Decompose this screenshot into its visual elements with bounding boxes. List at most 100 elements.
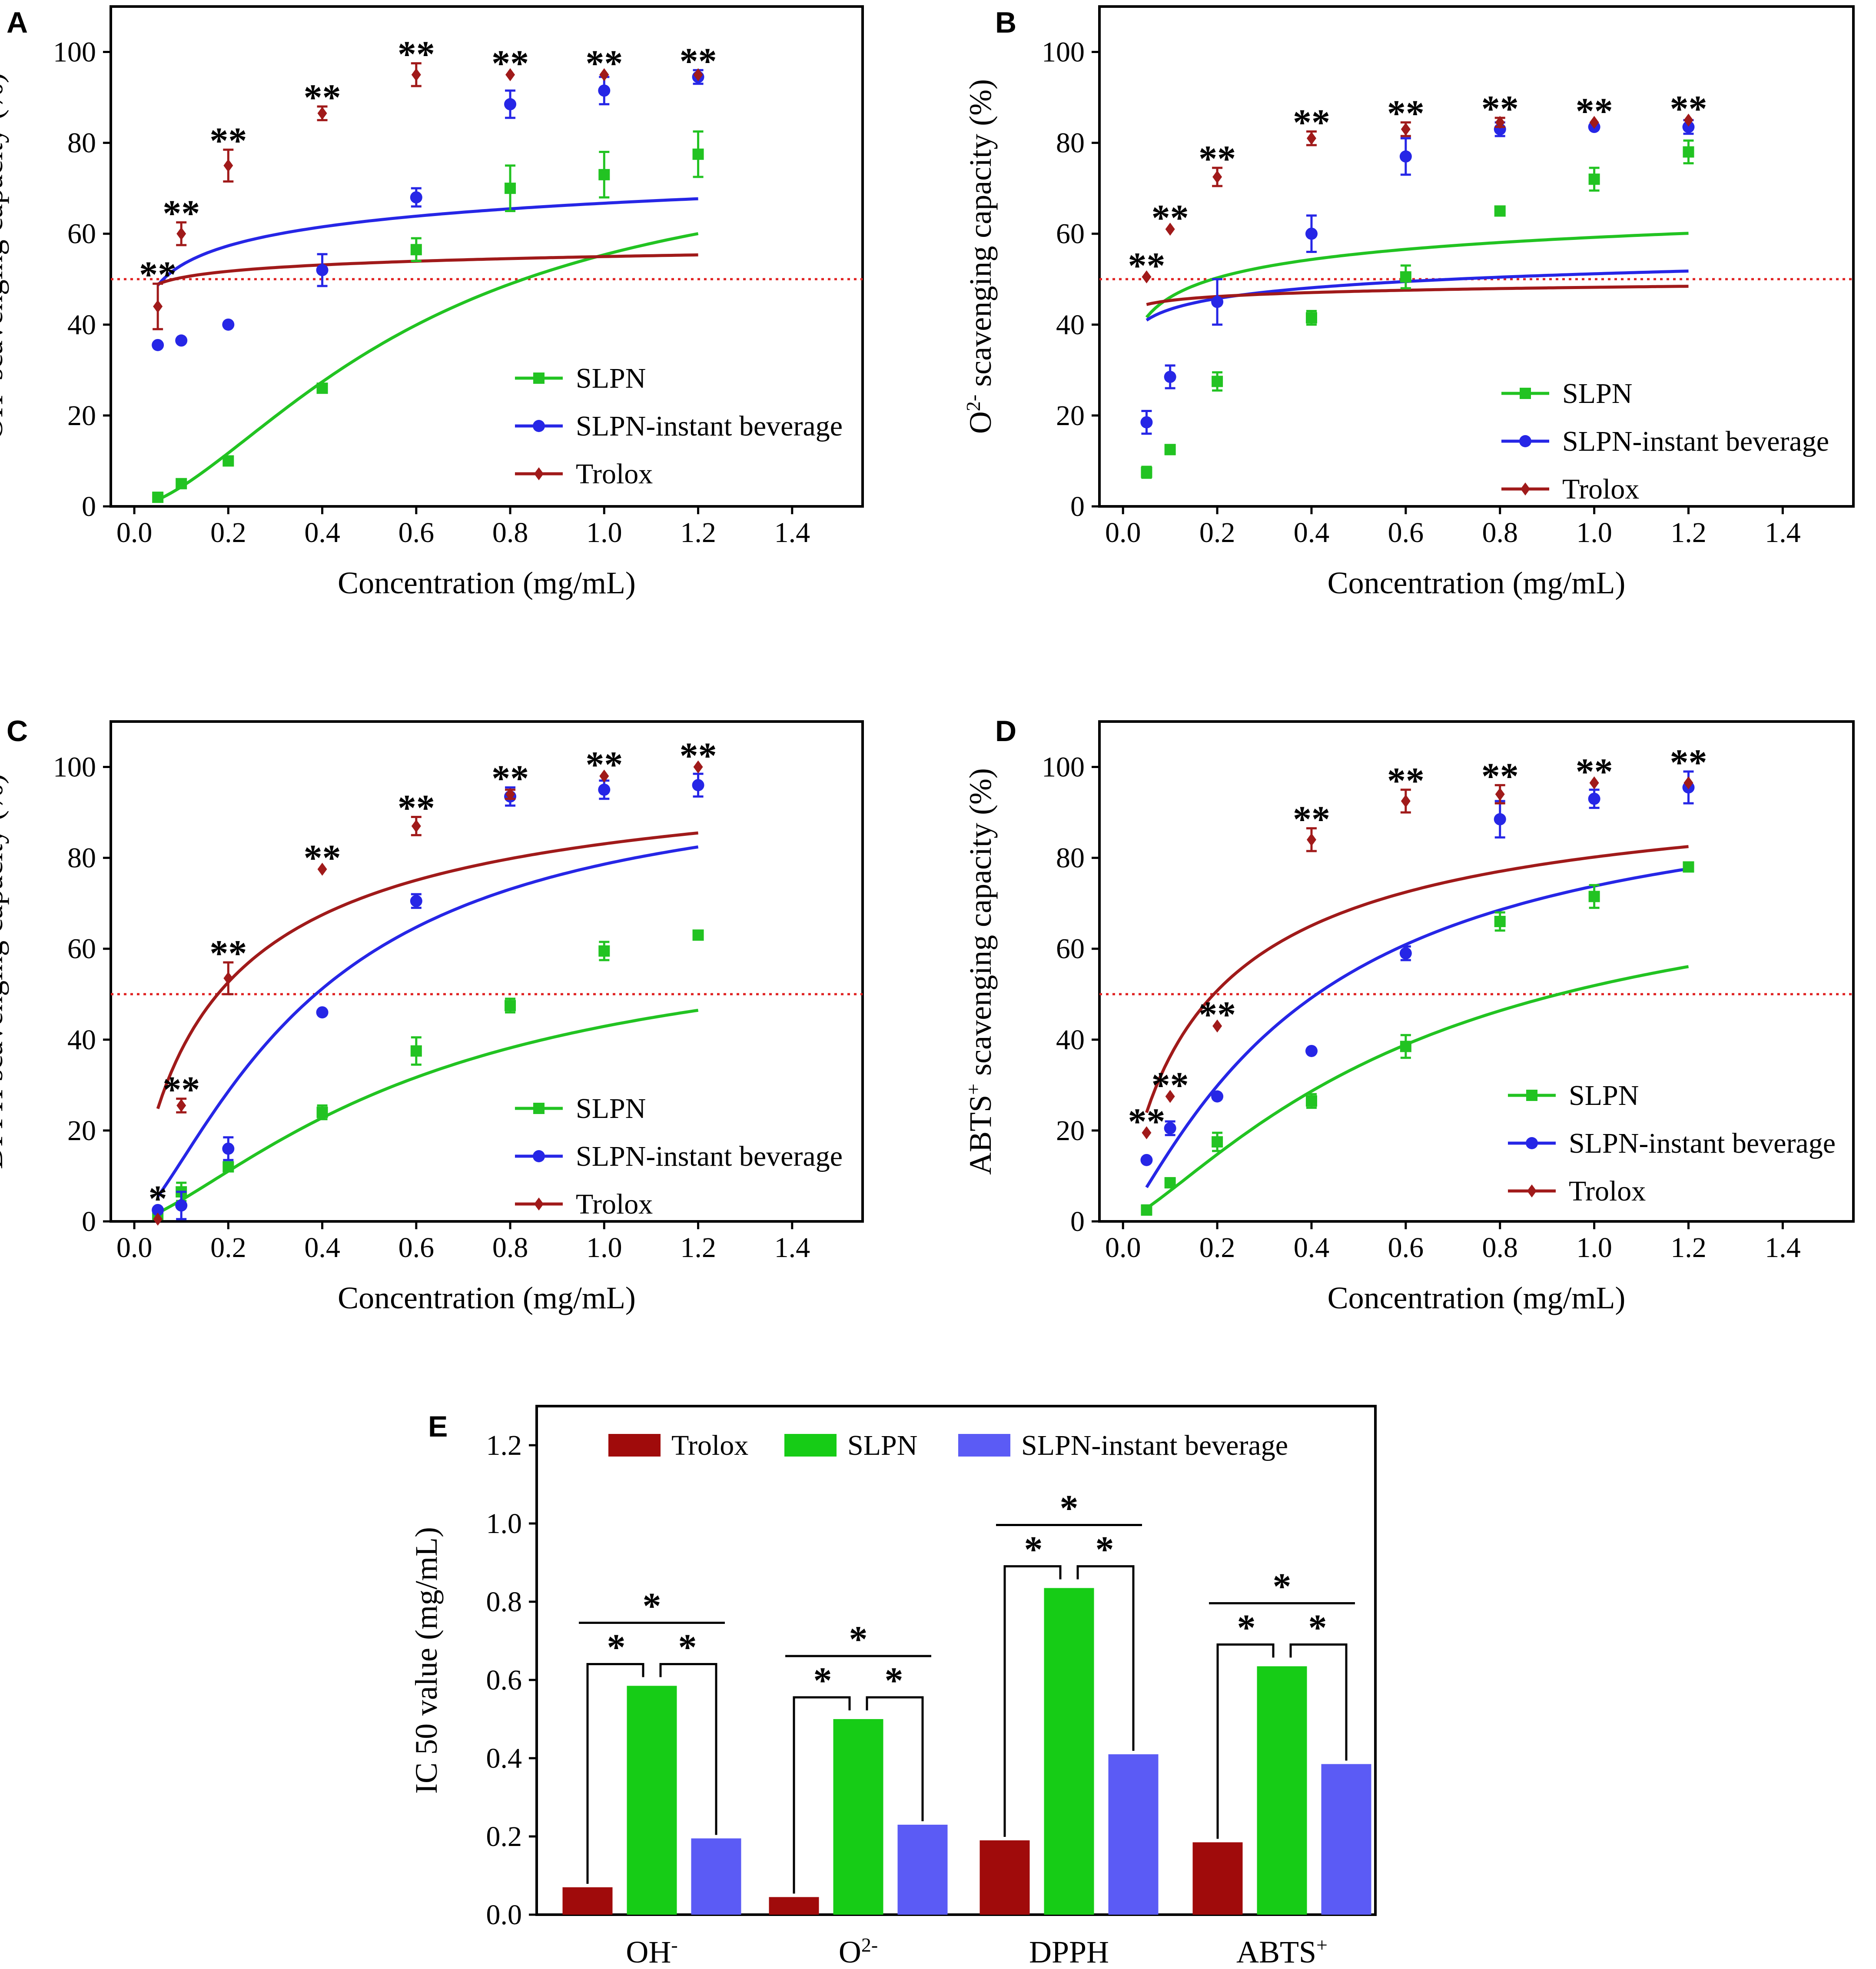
x-tick-label: 0.2	[1199, 1232, 1235, 1264]
y-tick-label: 60	[67, 933, 96, 965]
x-tick-label: 1.2	[680, 1232, 716, 1264]
significance-label: **	[1576, 751, 1613, 792]
significance-label: *	[813, 1660, 832, 1701]
y-tick-label: 0.4	[486, 1743, 522, 1774]
data-point-slpn	[1164, 444, 1176, 456]
data-point-slpn	[1141, 466, 1152, 478]
data-point-trolox	[1683, 776, 1693, 790]
x-axis-label: Concentration (mg/mL)	[1328, 1281, 1626, 1315]
data-point-trolox	[176, 227, 186, 240]
bar-trolox	[769, 1897, 819, 1915]
fit-curve-trolox	[1146, 285, 1689, 306]
data-point-slpn	[1305, 1095, 1317, 1107]
data-point-slpn	[1400, 1041, 1411, 1052]
data-point-trolox	[1212, 1019, 1222, 1033]
bar-slpn-instant-beverage	[691, 1838, 741, 1915]
y-axis-label: ABTS+ scavenging capacity (%)	[962, 768, 998, 1175]
significance-label: *	[1024, 1529, 1043, 1570]
x-tick-label: 1.2	[1670, 1232, 1707, 1264]
fit-curve-slpn-instant-beverage	[156, 197, 698, 286]
data-point-trolox	[153, 300, 163, 313]
legend-swatch	[958, 1434, 1010, 1457]
data-point-instant	[692, 779, 704, 792]
bar-slpn	[627, 1686, 677, 1915]
data-point-instant	[1399, 150, 1412, 163]
significance-label: **	[1293, 102, 1330, 143]
significance-label: **	[1152, 1064, 1189, 1106]
x-tick-label: 1.0	[1576, 517, 1612, 549]
significance-label: **	[1481, 755, 1519, 797]
significance-bracket	[866, 1696, 924, 1821]
legend-label: Trolox	[671, 1430, 748, 1461]
panel-e: E 0.0 0.2 0.4 0.6 0.8 1.0 1.2 IC 50 value (mg/mL…	[409, 1405, 1377, 1969]
panel-b: B 0 20 40 60 80 100 0.0 0.2 0.4 0.6 0.8 1.0 1.2 1.4 Con…	[962, 5, 1855, 600]
legend-marker-slpn	[533, 1103, 545, 1114]
bar-trolox	[562, 1887, 613, 1915]
data-point-trolox	[1495, 788, 1505, 801]
significance-label: **	[585, 43, 623, 84]
data-point-instant	[1164, 371, 1176, 383]
significance-label: **	[163, 1069, 200, 1111]
fit-curve-slpn	[157, 1008, 699, 1214]
significance-label: **	[680, 40, 717, 82]
significance-label: **	[209, 932, 247, 974]
data-point-instant	[316, 1006, 329, 1019]
significance-label: *	[849, 1618, 868, 1660]
legend-marker-slpn	[533, 373, 545, 384]
y-tick-label: 20	[67, 400, 96, 432]
x-tick-label: 0.0	[1105, 1232, 1141, 1264]
legend-label: SLPN-instant beverage	[1021, 1430, 1288, 1461]
data-point-trolox	[153, 1212, 163, 1226]
y-axis-label: IC 50 value (mg/mL)	[409, 1527, 444, 1794]
fit-curve-slpn	[1145, 232, 1689, 319]
data-point-instant	[1140, 1154, 1153, 1166]
panel-letter: E	[428, 1410, 448, 1443]
significance-label: *	[1308, 1607, 1327, 1649]
significance-label: **	[680, 735, 717, 776]
x-tick-label: 0.6	[398, 517, 435, 549]
legend-marker-instant	[1526, 1137, 1538, 1149]
significance-label: **	[1576, 90, 1613, 132]
significance-bracket	[1003, 1565, 1062, 1837]
data-point-trolox	[1142, 270, 1152, 284]
significance-bracket	[1289, 1643, 1348, 1761]
legend-marker-trolox	[1527, 1184, 1537, 1197]
x-category-label: O2-	[839, 1934, 878, 1969]
data-point-trolox	[599, 769, 609, 783]
bar-trolox	[1192, 1842, 1243, 1915]
y-tick-label: 60	[67, 218, 96, 250]
x-tick-label: 0.0	[1105, 517, 1141, 549]
significance-label: **	[1670, 742, 1707, 783]
plot-frame	[110, 5, 864, 508]
y-axis-label: OH- scavenging capacity (%)	[0, 73, 9, 440]
y-axis-label: DPPH scavenging capacity (%)	[0, 774, 9, 1169]
data-point-instant	[1305, 227, 1318, 240]
fit-curve-slpn	[157, 232, 699, 501]
y-tick-label: 0.0	[486, 1899, 522, 1931]
data-point-slpn	[222, 455, 234, 467]
y-tick-label: 100	[1042, 37, 1085, 68]
significance-label: **	[1293, 798, 1330, 840]
x-tick-label: 0.6	[1388, 517, 1424, 549]
data-point-slpn	[505, 1000, 516, 1011]
significance-label: **	[491, 43, 529, 84]
significance-label: **	[139, 254, 176, 296]
y-tick-label: 60	[1056, 218, 1085, 250]
significance-label: *	[607, 1626, 626, 1668]
significance-label: **	[1481, 88, 1519, 130]
panel-letter: D	[995, 715, 1016, 748]
x-tick-label: 1.2	[680, 517, 716, 549]
significance-bracket	[793, 1696, 851, 1894]
significance-label: *	[1096, 1529, 1114, 1570]
significance-label: **	[1128, 1101, 1165, 1142]
bar-slpn-instant-beverage	[1108, 1754, 1159, 1915]
bar-slpn	[1044, 1588, 1094, 1915]
y-tick-label: 20	[67, 1115, 96, 1147]
x-tick-label: 0.2	[210, 1232, 246, 1264]
data-point-slpn	[1494, 205, 1506, 217]
y-axis-label: O2- scavenging capacity (%)	[962, 79, 998, 434]
x-tick-label: 0.8	[1482, 517, 1518, 549]
data-point-slpn	[692, 929, 704, 941]
significance-bracket	[1216, 1643, 1275, 1839]
x-tick-label: 1.4	[1765, 517, 1801, 549]
